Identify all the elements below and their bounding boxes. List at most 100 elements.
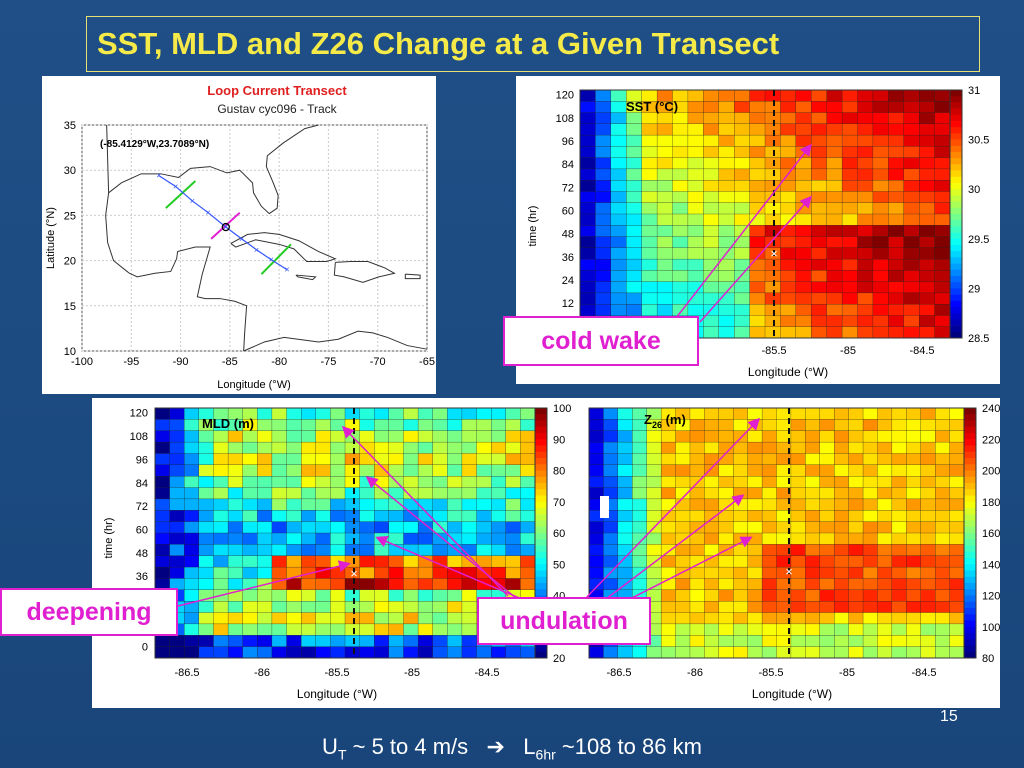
heatmap-cell xyxy=(626,157,643,170)
heatmap-cell xyxy=(848,646,864,659)
heatmap-cell xyxy=(520,578,536,591)
heatmap-cell xyxy=(520,555,536,568)
heatmap-cell xyxy=(819,532,835,545)
heatmap-cell xyxy=(761,646,777,659)
heatmap-cell xyxy=(242,544,258,557)
heatmap-cell xyxy=(848,555,864,568)
heatmap-cell xyxy=(733,510,749,522)
heatmap-cell xyxy=(213,453,229,466)
heatmap-cell xyxy=(374,601,390,613)
heatmap-cell xyxy=(949,430,965,443)
heatmap-cell xyxy=(920,601,936,613)
heatmap-cell xyxy=(315,578,331,591)
heatmap-cell xyxy=(198,498,214,511)
heatmap-cell xyxy=(227,566,244,579)
heatmap-cell xyxy=(733,532,749,545)
heatmap-cell xyxy=(935,646,950,659)
heatmap-cell xyxy=(579,292,596,305)
y-tick-label: 48 xyxy=(136,548,148,560)
heatmap-cell xyxy=(257,510,273,522)
heatmap-cell xyxy=(198,589,214,602)
heatmap-cell xyxy=(718,555,734,568)
heatmap-cell xyxy=(344,623,360,636)
heatmap-cell xyxy=(227,578,244,591)
heatmap-cell xyxy=(689,430,705,443)
heatmap-cell xyxy=(520,487,536,500)
heatmap-cell xyxy=(271,566,287,579)
heatmap-cell xyxy=(718,589,734,602)
heatmap-cell xyxy=(734,191,750,204)
heatmap-cell xyxy=(841,112,858,125)
heatmap-cell xyxy=(656,281,673,294)
colorbar-step xyxy=(535,464,547,471)
heatmap-cell xyxy=(919,146,935,158)
heatmap-cell xyxy=(588,544,604,557)
heatmap-cell xyxy=(257,578,273,591)
colorbar-tick-label: 120 xyxy=(982,591,1000,603)
heatmap-cell xyxy=(242,498,258,511)
heatmap-cell xyxy=(675,487,691,500)
heatmap-cell xyxy=(749,146,766,158)
heatmap-cell xyxy=(588,578,604,591)
heatmap-cell xyxy=(795,146,812,158)
heatmap-cell xyxy=(834,441,849,454)
heatmap-cell xyxy=(790,544,806,557)
z26-xlabel: Longitude (°W) xyxy=(752,687,832,701)
heatmap-cell xyxy=(491,578,507,591)
heatmap-cell xyxy=(935,498,950,511)
heatmap-cell xyxy=(747,510,763,522)
colorbar-step xyxy=(964,576,976,584)
heatmap-cell xyxy=(610,213,627,226)
colorbar-step xyxy=(535,495,547,503)
heatmap-cell xyxy=(920,578,936,591)
heatmap-cell xyxy=(819,464,835,477)
heatmap-cell xyxy=(656,247,673,260)
heatmap-cell xyxy=(388,555,404,568)
colorbar-step xyxy=(950,313,962,320)
track-line xyxy=(158,175,288,271)
heatmap-cell xyxy=(906,430,922,443)
cold-wake-label: cold wake xyxy=(503,316,699,366)
heatmap-cell xyxy=(903,89,920,102)
heatmap-cell xyxy=(733,635,749,647)
heatmap-cell xyxy=(579,101,596,113)
heatmap-cell xyxy=(169,441,185,454)
heatmap-cell xyxy=(862,612,878,625)
heatmap-cell xyxy=(588,521,604,534)
track-point: × xyxy=(173,181,178,191)
heatmap-cell xyxy=(374,646,390,659)
heatmap-cell xyxy=(672,270,689,282)
heatmap-cell xyxy=(617,453,633,466)
heatmap-cell xyxy=(689,476,705,488)
heatmap-cell xyxy=(834,430,849,443)
heatmap-cell xyxy=(286,419,302,432)
heatmap-cell xyxy=(595,213,612,226)
heatmap-cell xyxy=(403,589,419,602)
heatmap-cell xyxy=(703,146,720,158)
heatmap-cell xyxy=(687,236,704,249)
heatmap-cell xyxy=(301,498,317,511)
heatmap-cell xyxy=(505,578,521,591)
track-map: Loop Current Transect Gustav cyc096 - Tr… xyxy=(45,83,435,391)
heatmap-cell xyxy=(505,441,521,454)
heatmap-cell xyxy=(780,281,797,294)
heatmap-cell xyxy=(184,646,200,659)
heatmap-cell xyxy=(388,612,404,625)
x-tick-label: -86 xyxy=(254,667,270,679)
heatmap-cell xyxy=(764,292,781,305)
colorbar-step xyxy=(535,508,547,515)
coast-jamaica xyxy=(295,274,317,281)
heatmap-cell xyxy=(848,464,864,477)
heatmap-cell xyxy=(242,612,258,625)
heatmap-cell xyxy=(626,270,643,282)
coast-south-america xyxy=(243,330,428,352)
heatmap-cell xyxy=(935,441,950,454)
heatmap-cell xyxy=(417,623,434,636)
heatmap-cell xyxy=(919,112,935,125)
colorbar-step xyxy=(964,520,976,528)
heatmap-cell xyxy=(795,281,812,294)
heatmap-cell xyxy=(603,453,619,466)
heatmap-cell xyxy=(747,635,763,647)
heatmap-cell xyxy=(505,532,521,545)
heatmap-cell xyxy=(271,464,287,477)
